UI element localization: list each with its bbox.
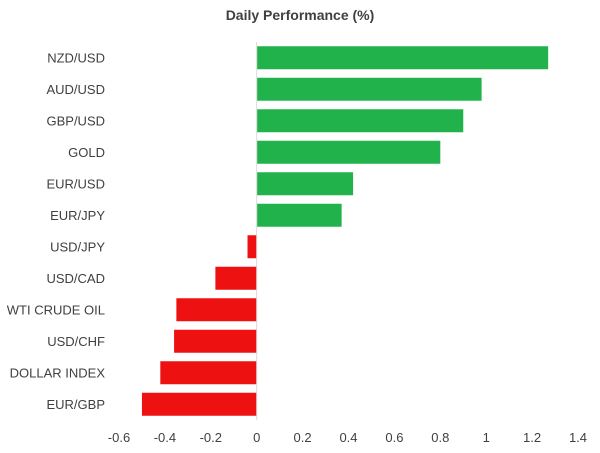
category-label: NZD/USD: [47, 50, 105, 65]
bar-eur-jpy: [256, 203, 342, 227]
x-tick-label: 0.8: [431, 430, 449, 445]
x-tick-labels: -0.6 -0.4 -0.2 0 0.2 0.4 0.6 0.8 1 1.2 1.4: [108, 430, 587, 445]
bar-aud-usd: [256, 77, 482, 101]
x-tick-label: 0.6: [385, 430, 403, 445]
x-tick-label: 0: [253, 430, 260, 445]
category-label: EUR/JPY: [50, 208, 105, 223]
category-label: USD/JPY: [50, 239, 105, 254]
category-label: EUR/GBP: [46, 397, 105, 412]
x-tick-label: 1.4: [569, 430, 587, 445]
x-tick-label: 0.4: [339, 430, 357, 445]
chart-title: Daily Performance (%): [225, 7, 375, 23]
x-tick-label: -0.2: [200, 430, 222, 445]
category-label: AUD/USD: [46, 82, 105, 97]
x-tick-label: 1.2: [523, 430, 541, 445]
bar-eur-usd: [256, 172, 354, 196]
category-label: USD/CAD: [46, 271, 105, 286]
category-label: GOLD: [68, 145, 105, 160]
bar-wti-crude-oil: [176, 298, 257, 322]
category-label: DOLLAR INDEX: [10, 365, 106, 380]
bar-usd-chf: [174, 329, 257, 353]
x-tick-label: 0.2: [294, 430, 312, 445]
category-label: WTI CRUDE OIL: [7, 302, 105, 317]
bar-usd-cad: [215, 266, 257, 290]
category-label: EUR/USD: [46, 176, 105, 191]
bar-eur-gbp: [141, 392, 257, 416]
category-label: USD/CHF: [47, 334, 105, 349]
bar-gold: [256, 140, 441, 164]
category-labels: NZD/USD AUD/USD GBP/USD GOLD EUR/USD EUR/JPY U…: [7, 50, 106, 412]
category-label: GBP/USD: [46, 113, 105, 128]
bars-group: [141, 46, 549, 416]
bar-gbp-usd: [256, 109, 464, 133]
x-tick-label: 1: [483, 430, 490, 445]
bar-usd-jpy: [247, 235, 257, 259]
bar-nzd-usd: [256, 46, 549, 70]
bar-dollar-index: [160, 361, 257, 385]
x-tick-label: -0.4: [154, 430, 176, 445]
x-tick-label: -0.6: [108, 430, 130, 445]
